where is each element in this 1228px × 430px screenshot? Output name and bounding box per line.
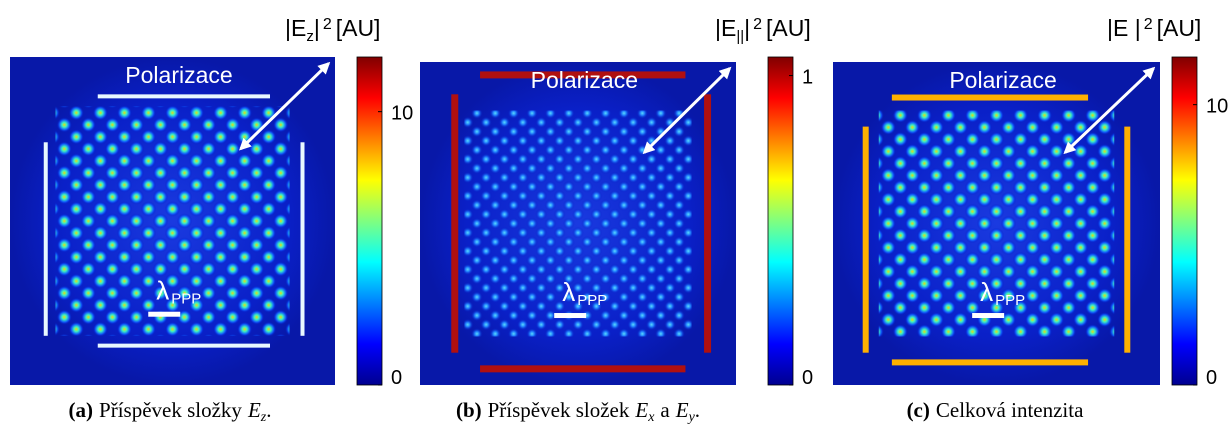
- colorbar-title: |E|||2[AU]: [715, 15, 811, 45]
- colorbar: [357, 57, 382, 385]
- caption-part: Příspěvek složek: [488, 398, 630, 422]
- colorbar-tick-label: 10: [1206, 96, 1228, 118]
- page: PolarizaceλPPP100|Ez|2[AU](a)Příspěvek s…: [0, 0, 1228, 425]
- caption-part: Celková intenzita: [936, 398, 1084, 422]
- scale-bar: [148, 312, 180, 317]
- caption-part: .: [266, 398, 271, 422]
- title-part: [AU]: [1157, 15, 1202, 41]
- figure: PolarizaceλPPP100|Ez|2[AU](a)Příspěvek s…: [0, 0, 1228, 425]
- title-part: 2: [323, 16, 332, 33]
- wavelength-sub: PPP: [995, 292, 1025, 309]
- caption-part: (b): [456, 398, 482, 422]
- caption-part: E: [247, 398, 261, 422]
- scale-bar: [972, 313, 1004, 318]
- edge-bar: [98, 344, 270, 348]
- wavelength-sub: PPP: [171, 291, 201, 308]
- title-part: 2: [753, 16, 762, 33]
- caption-part: E: [634, 398, 648, 422]
- caption-part: Příspěvek složky: [99, 398, 242, 422]
- edge-bar: [480, 365, 685, 372]
- colorbar: [768, 57, 793, 385]
- colorbar-tick-label: 0: [1206, 367, 1217, 389]
- colorbar-tick-label: 0: [802, 367, 813, 389]
- wavelength-symbol: λ: [562, 277, 575, 307]
- colorbar-tick-label: 0: [391, 367, 402, 389]
- title-part: |E |: [1107, 15, 1141, 41]
- colorbar-title: |E |2[AU]: [1107, 15, 1201, 41]
- colorbar: [1172, 57, 1197, 385]
- edge-bar: [1124, 127, 1130, 353]
- edge-bar: [44, 142, 48, 336]
- caption-part: E: [675, 398, 689, 422]
- edge-bar: [892, 359, 1088, 365]
- edge-bar: [98, 94, 270, 98]
- title-part: 2: [1144, 16, 1153, 33]
- edge-bar: [301, 142, 305, 336]
- edge-bar: [892, 95, 1088, 101]
- polarization-label: Polarizace: [125, 62, 232, 88]
- edge-bar: [451, 94, 458, 352]
- caption-part: a: [660, 398, 670, 422]
- wavelength-symbol: λ: [980, 277, 993, 307]
- wavelength-sub: PPP: [577, 292, 607, 309]
- caption-part: x: [647, 410, 655, 425]
- colorbar-tick-label: 1: [802, 67, 813, 89]
- edge-bar: [863, 127, 869, 353]
- title-part: z: [306, 28, 314, 45]
- title-part: ||: [736, 28, 744, 45]
- wavelength-symbol: λ: [156, 276, 169, 306]
- polarization-label: Polarizace: [949, 67, 1056, 93]
- title-part: |: [744, 15, 750, 41]
- colorbar-tick-label: 10: [391, 103, 413, 125]
- title-part: |E: [715, 15, 736, 41]
- caption-part: (a): [69, 398, 94, 422]
- scale-bar: [554, 313, 586, 318]
- title-part: |: [314, 15, 320, 41]
- edge-bar: [704, 94, 711, 352]
- caption: (c) Celková intenzita: [907, 398, 1085, 422]
- polarization-label: Polarizace: [531, 67, 638, 93]
- title-part: [AU]: [766, 15, 811, 41]
- title-part: [AU]: [336, 15, 381, 41]
- caption-part: (c): [907, 398, 930, 422]
- colorbar-title: |Ez|2[AU]: [285, 15, 380, 45]
- title-part: |E: [285, 15, 306, 41]
- caption-part: .: [695, 398, 700, 422]
